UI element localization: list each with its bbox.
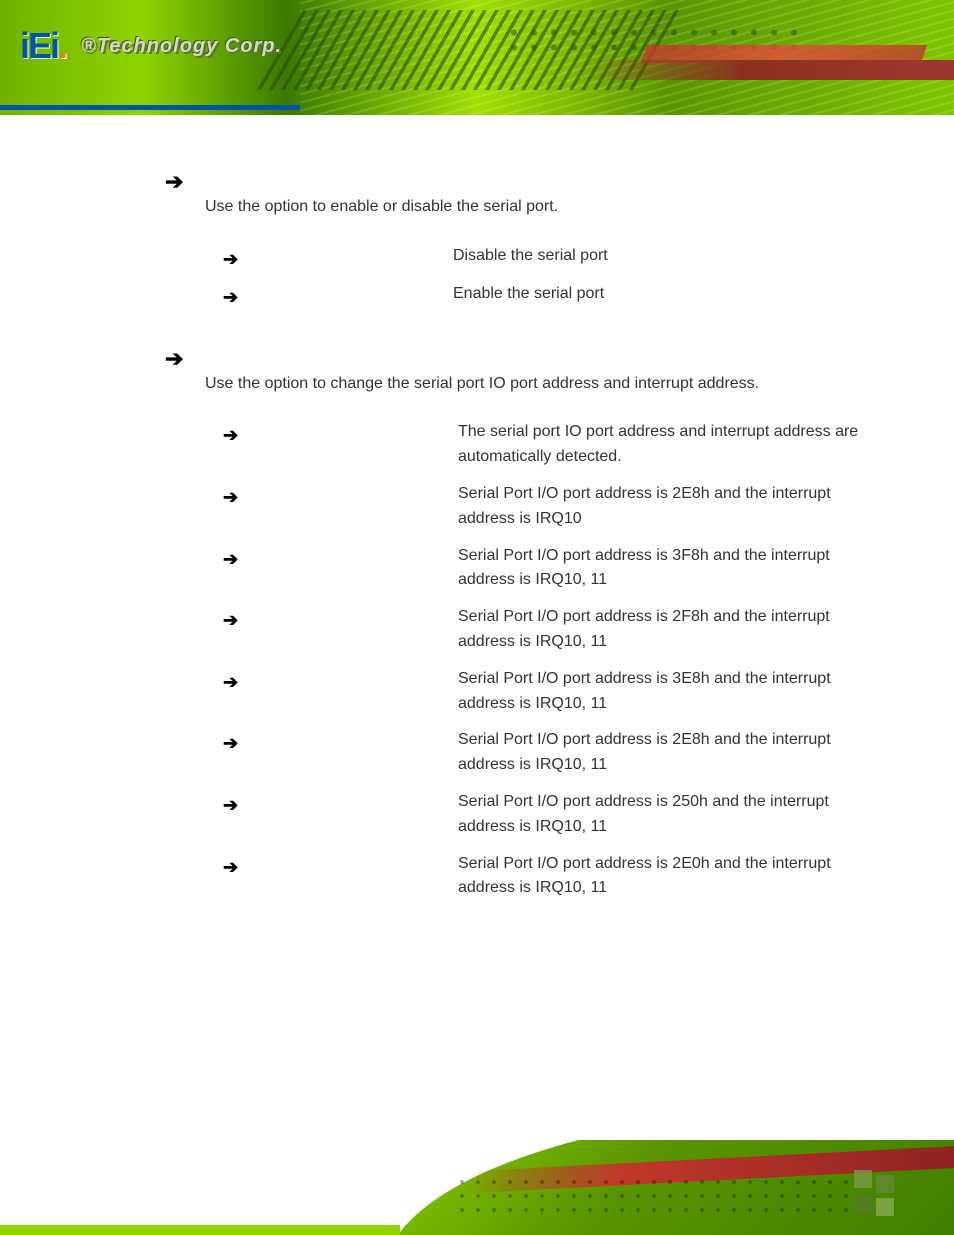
header-blue-bar	[0, 105, 300, 110]
options-list: ➔ Disable the serial port ➔ Enable the s…	[205, 244, 874, 312]
option-desc: Serial Port I/O port address is 3F8h and…	[458, 544, 874, 594]
option-desc: Serial Port I/O port address is 2F8h and…	[458, 605, 874, 655]
page-content: ➔ Use the option to enable or disable th…	[175, 165, 874, 931]
section-intro: Use the option to enable or disable the …	[205, 195, 874, 220]
options-list: ➔ The serial port IO port address and in…	[205, 420, 874, 901]
arrow-icon: ➔	[223, 244, 253, 274]
section-serial-port: ➔ Use the option to enable or disable th…	[175, 165, 874, 312]
option-label	[253, 244, 453, 274]
footer-green-bar	[0, 1225, 400, 1235]
option-desc: Serial Port I/O port address is 3E8h and…	[458, 667, 874, 717]
arrow-icon: ➔	[223, 790, 253, 820]
arrow-icon: ➔	[165, 165, 183, 199]
brand-text: ®Technology Corp.	[81, 35, 282, 58]
option-row: ➔ Disable the serial port	[223, 244, 874, 274]
section-intro: Use the option to change the serial port…	[205, 372, 874, 397]
option-desc: Serial Port I/O port address is 2E8h and…	[458, 728, 874, 778]
logo-block: iEi. ®Technology Corp.	[20, 25, 282, 67]
header-decor: iEi. ®Technology Corp.	[0, 0, 954, 115]
arrow-icon: ➔	[223, 420, 253, 450]
footer-blocks	[854, 1170, 944, 1220]
option-row: ➔ Serial Port I/O port address is 3E8h a…	[223, 667, 874, 717]
footer-decor	[0, 1140, 954, 1235]
arrow-icon: ➔	[223, 544, 253, 574]
option-label	[253, 282, 453, 312]
intro-pre: Use the	[205, 375, 265, 392]
option-row: ➔ Serial Port I/O port address is 2E8h a…	[223, 728, 874, 778]
arrow-icon: ➔	[223, 852, 253, 882]
arrow-icon: ➔	[223, 282, 253, 312]
option-desc: Enable the serial port	[453, 282, 874, 312]
option-row: ➔ Serial Port I/O port address is 250h a…	[223, 790, 874, 840]
option-row: ➔ Serial Port I/O port address is 2E8h a…	[223, 482, 874, 532]
option-row: ➔ Enable the serial port	[223, 282, 874, 312]
option-row: ➔ Serial Port I/O port address is 2E0h a…	[223, 852, 874, 902]
option-desc: The serial port IO port address and inte…	[458, 420, 874, 470]
section-change-settings: ➔ Use the option to change the serial po…	[175, 342, 874, 902]
arrow-icon: ➔	[223, 605, 253, 635]
arrow-icon: ➔	[223, 728, 253, 758]
option-desc: Serial Port I/O port address is 2E8h and…	[458, 482, 874, 532]
intro-post: option to change the serial port IO port…	[265, 375, 760, 392]
option-desc: Serial Port I/O port address is 2E0h and…	[458, 852, 874, 902]
option-row: ➔ Serial Port I/O port address is 3F8h a…	[223, 544, 874, 594]
logo-iei: iEi.	[20, 25, 66, 67]
arrow-icon: ➔	[223, 482, 253, 512]
option-row: ➔ Serial Port I/O port address is 2F8h a…	[223, 605, 874, 655]
option-desc: Serial Port I/O port address is 250h and…	[458, 790, 874, 840]
arrow-icon: ➔	[165, 342, 183, 376]
arrow-icon: ➔	[223, 667, 253, 697]
intro-post: option to enable or disable the serial p…	[265, 198, 559, 215]
option-desc: Disable the serial port	[453, 244, 874, 274]
intro-pre: Use the	[205, 198, 265, 215]
option-row: ➔ The serial port IO port address and in…	[223, 420, 874, 470]
header-red-stripe-2	[581, 60, 954, 80]
footer-dots	[454, 1175, 854, 1215]
